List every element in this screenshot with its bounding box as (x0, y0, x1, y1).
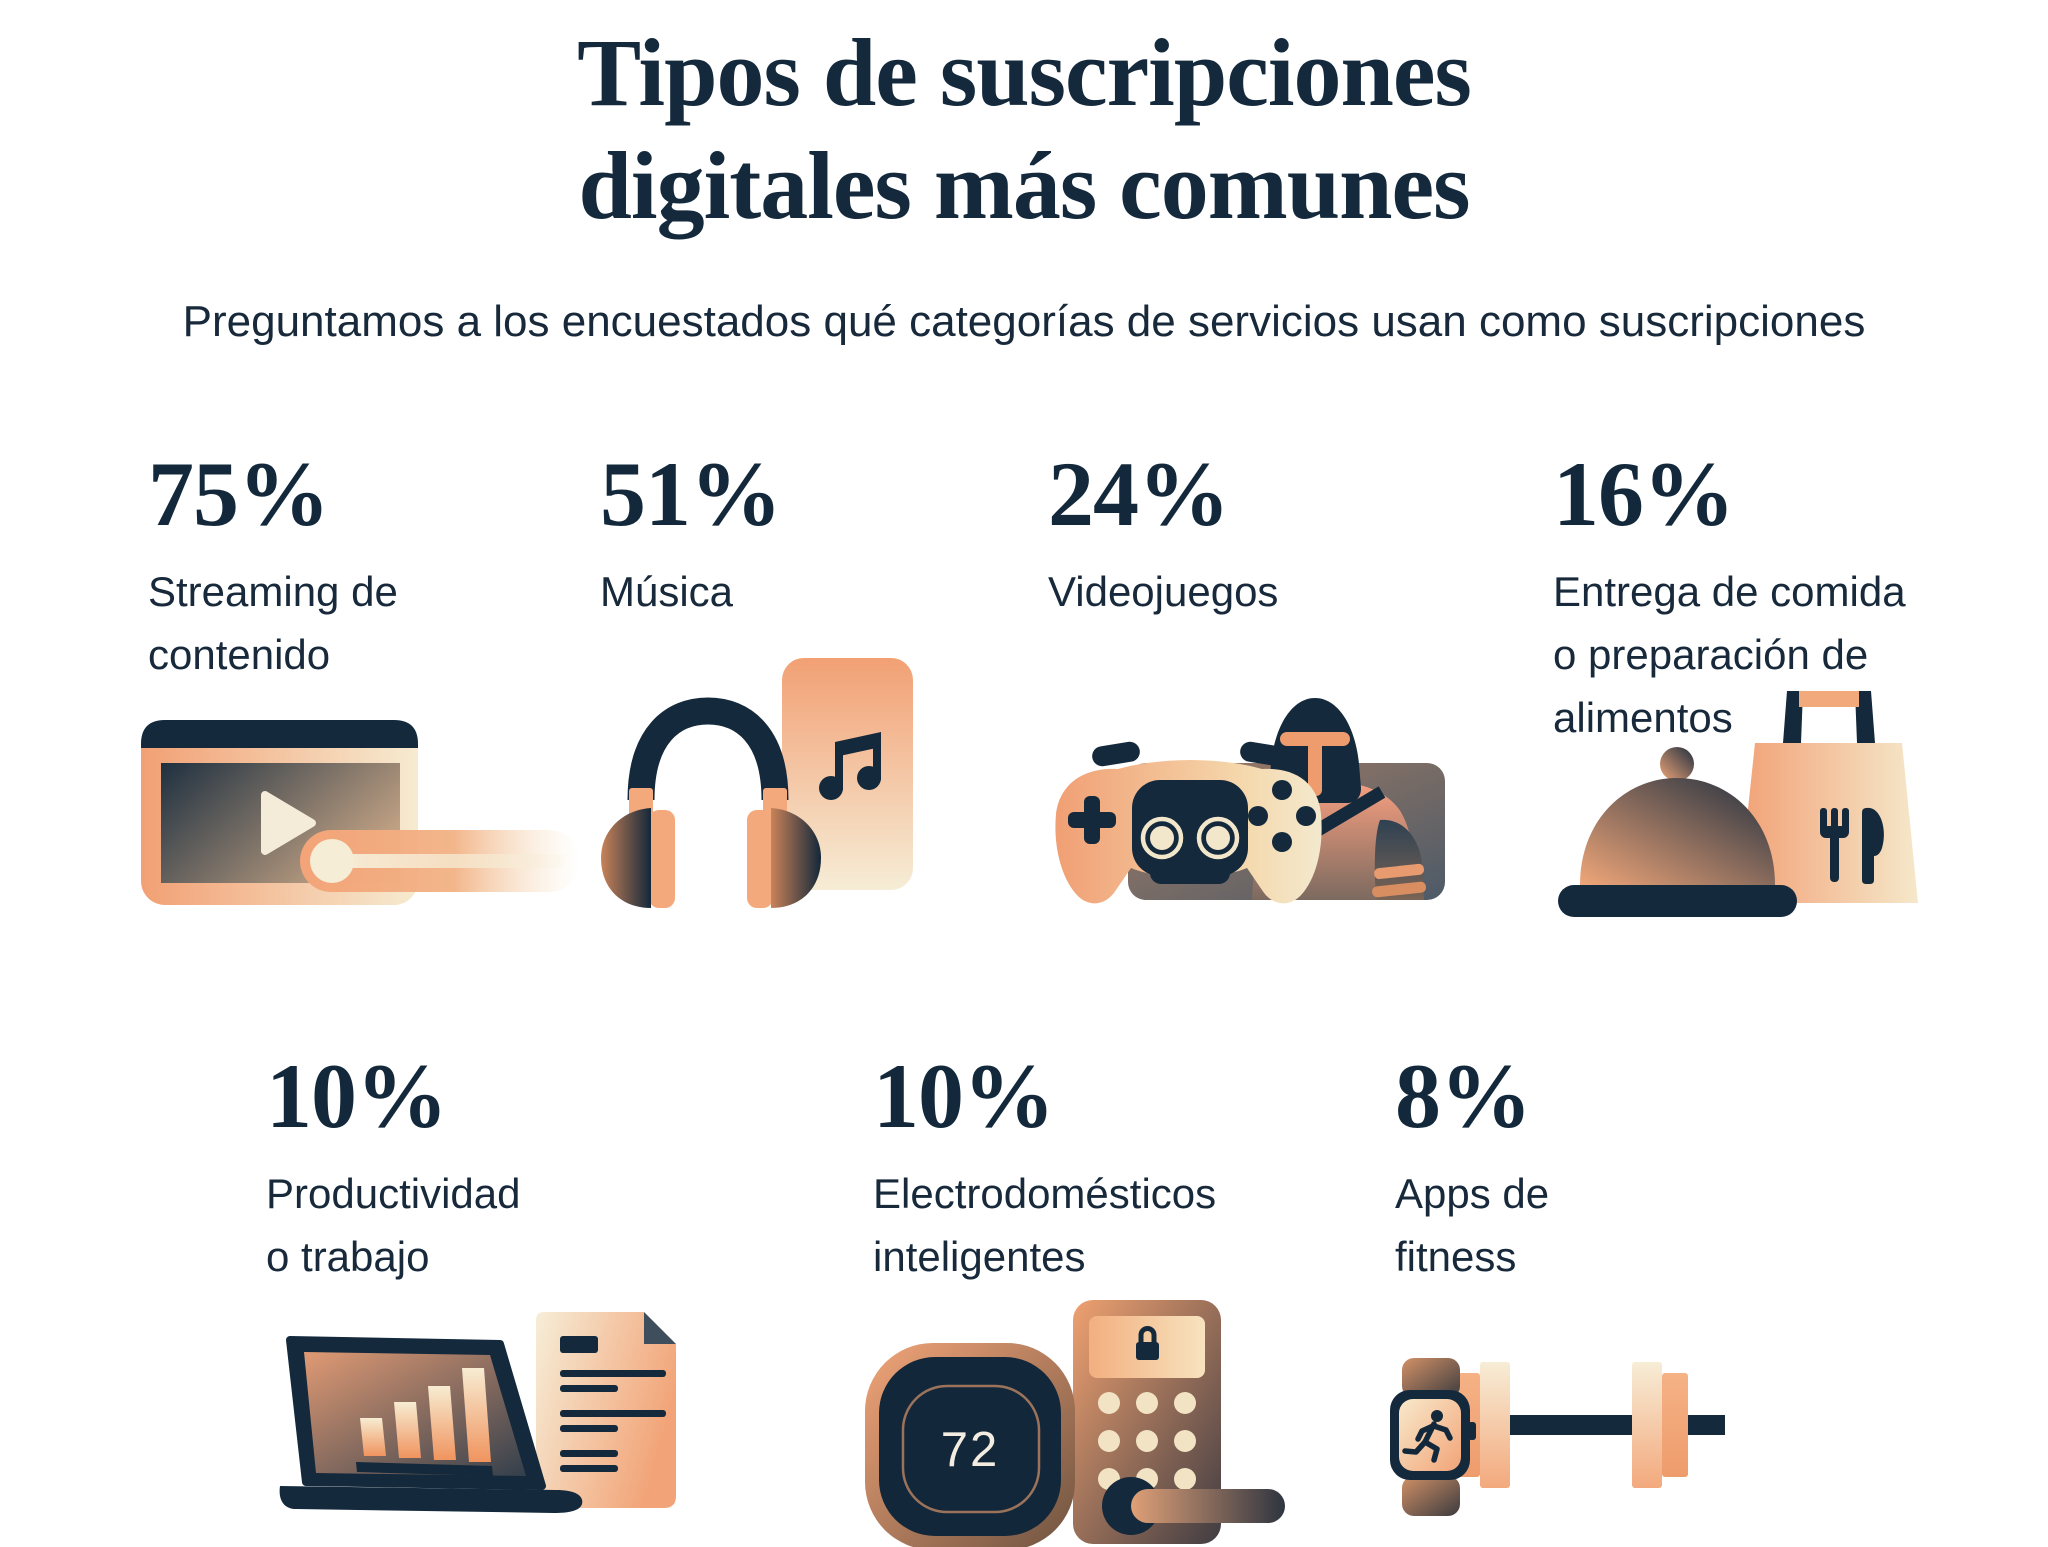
stat-card-fitness: 8% Apps de fitness (1390, 1045, 1865, 1547)
document (536, 1312, 676, 1508)
page-title: Tipos de suscripciones digitales más comu… (577, 19, 1472, 240)
video-player-icon (140, 690, 580, 940)
laptop-document-icon (260, 1290, 740, 1520)
stat-card-smart-home: 10% Electrodomésticos inteligentes (865, 1045, 1343, 1547)
stat-label: Streaming de contenido (148, 568, 398, 678)
gamepad (1055, 741, 1322, 904)
game-controller-knight-icon (1040, 670, 1470, 930)
stat-percent: 8% (1395, 1045, 1532, 1147)
door-handle (1131, 1489, 1285, 1523)
stat-percent: 10% (266, 1045, 448, 1147)
stat-card-music: 51% Música (600, 448, 1070, 948)
thermostat-smart-lock-icon: 72 (865, 1300, 1285, 1547)
play-icon (261, 791, 316, 855)
food-delivery-icon (1550, 690, 1950, 940)
cloche-dome (1580, 778, 1775, 885)
laptop (279, 1336, 583, 1513)
fork-knife-icon (1820, 807, 1884, 884)
stat-label: Apps de fitness (1395, 1170, 1550, 1280)
music-note-icon (819, 732, 881, 800)
stat-card-videogames: 24% Videojuegos (1048, 448, 1518, 948)
stat-percent: 51% (600, 443, 782, 545)
tray (1558, 885, 1797, 917)
stat-label: Productividad o trabajo (266, 1170, 521, 1280)
smartwatch (1390, 1358, 1476, 1516)
stat-card-productivity: 10% Productividad o trabajo (266, 1050, 736, 1547)
stat-card-streaming: 75% Streaming de contenido (141, 443, 618, 948)
runner-icon (1402, 1410, 1453, 1463)
thermostat-display: 72 (941, 1423, 1000, 1477)
headphones-music-icon (585, 650, 935, 950)
stat-card-food-delivery: 16% Entrega de comida o preparación de ali… (1553, 448, 2023, 948)
keypad (1098, 1392, 1196, 1490)
smartwatch-dumbbell-icon (1390, 1330, 1730, 1547)
stat-label: Entrega de comida o preparación de aliment… (1553, 568, 1906, 741)
stat-percent: 75% (148, 443, 330, 545)
stat-label: Videojuegos (1048, 568, 1279, 615)
stat-percent: 16% (1553, 443, 1735, 545)
stat-percent: 10% (873, 1045, 1055, 1147)
stat-label: Electrodomésticos inteligentes (873, 1170, 1217, 1280)
padlock-icon (1136, 1326, 1159, 1360)
thermostat: 72 (865, 1343, 1075, 1547)
page-subtitle: Preguntamos a los encuestados qué catego… (182, 297, 1866, 346)
smart-lock (1073, 1300, 1285, 1544)
dumbbell (1454, 1362, 1725, 1488)
stat-percent: 24% (1048, 443, 1230, 545)
stat-label: Música (600, 568, 734, 615)
